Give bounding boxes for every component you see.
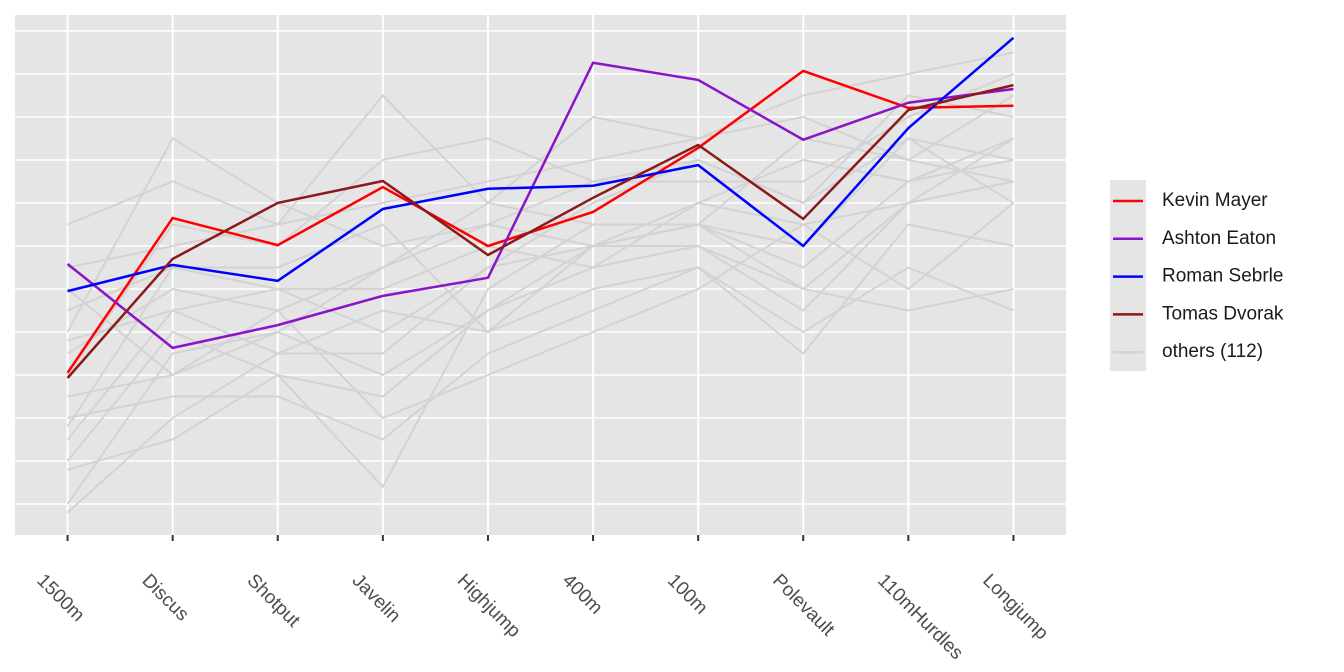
x-tick-label: Longjump	[978, 570, 1052, 644]
other-line	[66, 180, 1014, 428]
legend-label: Kevin Mayer	[1162, 190, 1268, 211]
other-line	[67, 137, 1014, 312]
series-line	[66, 83, 1014, 379]
x-tick-label: 110mHurdles	[873, 570, 967, 664]
x-tick-label: 100m	[663, 570, 711, 618]
other-line	[66, 223, 1014, 514]
legend-label: others (112)	[1162, 341, 1263, 362]
x-tick-label: Highjump	[453, 570, 525, 642]
x-tick-label: Javelin	[348, 570, 405, 627]
other-line	[66, 137, 1014, 377]
legend-label: Ashton Eaton	[1162, 228, 1276, 249]
x-tick-label: Shotput	[243, 570, 305, 632]
x-tick-label: 1500m	[32, 570, 88, 626]
x-tick-label: Polevault	[768, 570, 839, 641]
legend-label: Roman Sebrle	[1162, 266, 1283, 287]
other-line	[67, 223, 1014, 471]
x-tick-label: 400m	[558, 570, 606, 618]
legend-label: Tomas Dvorak	[1162, 303, 1284, 324]
series-line	[66, 61, 1014, 350]
series-line	[67, 36, 1015, 293]
x-tick-label: Discus	[138, 570, 193, 625]
